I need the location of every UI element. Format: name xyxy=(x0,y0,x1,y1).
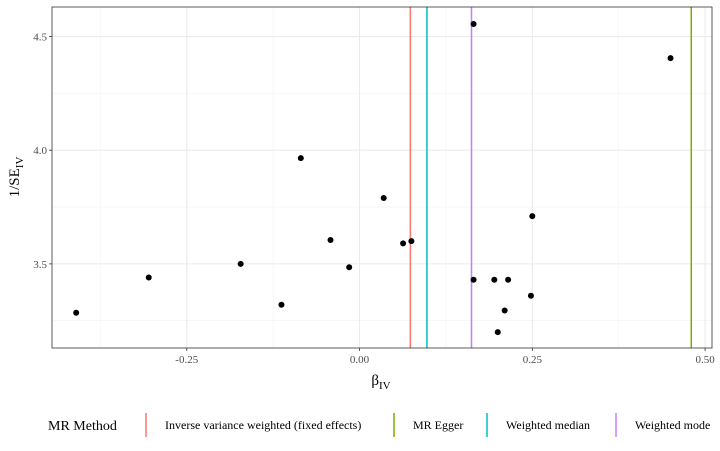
data-point xyxy=(470,21,477,28)
y-axis-title: 1/SEIV xyxy=(7,157,26,198)
x-tick-label: 0.00 xyxy=(350,354,370,366)
data-point xyxy=(400,240,407,247)
legend-label: MR Egger xyxy=(413,418,463,432)
data-point xyxy=(667,55,674,62)
legend-item: Weighted median xyxy=(486,413,590,437)
y-tick-label: 4.0 xyxy=(33,145,47,157)
panel-border xyxy=(51,6,713,349)
data-point xyxy=(501,307,508,314)
legend-label: Weighted mode xyxy=(635,418,710,432)
data-point xyxy=(380,194,387,201)
data-point xyxy=(529,213,536,220)
data-point xyxy=(470,276,477,283)
x-tick-label: 0.25 xyxy=(523,354,543,366)
data-point xyxy=(73,309,80,316)
data-point xyxy=(327,237,334,244)
legend-label: Weighted median xyxy=(506,418,590,432)
legend: MR Method Inverse variance weighted (fix… xyxy=(48,413,710,437)
data-point xyxy=(145,274,152,281)
data-point xyxy=(408,238,415,245)
legend-label: Inverse variance weighted (fixed effects… xyxy=(165,418,361,432)
gridlines xyxy=(52,7,712,348)
x-tick-label: -0.25 xyxy=(175,354,198,366)
y-tick-label: 4.5 xyxy=(33,32,47,44)
y-tick-label: 3.5 xyxy=(33,259,47,271)
data-point xyxy=(297,155,304,162)
data-point xyxy=(494,329,501,336)
method-lines xyxy=(409,7,693,348)
y-axis-title-main: 1/SE xyxy=(7,168,23,197)
data-point xyxy=(505,276,512,283)
data-point xyxy=(527,292,534,299)
data-points xyxy=(73,21,674,336)
y-axis-title-sub: IV xyxy=(14,157,26,169)
legend-items: Inverse variance weighted (fixed effects… xyxy=(145,413,710,437)
data-point xyxy=(278,301,285,308)
x-axis-title-sub: IV xyxy=(379,380,391,392)
axes: -0.25 0.00 0.25 0.50 3.5 4.0 4.5 xyxy=(33,32,715,366)
legend-item: Weighted mode xyxy=(615,413,710,437)
legend-title: MR Method xyxy=(48,419,117,434)
legend-item: Inverse variance weighted (fixed effects… xyxy=(145,413,361,437)
data-point xyxy=(491,276,498,283)
x-axis-title-main: β xyxy=(371,373,379,389)
x-tick-label: 0.50 xyxy=(695,354,715,366)
data-point xyxy=(346,264,353,271)
legend-item: MR Egger xyxy=(393,413,463,437)
data-point xyxy=(237,260,244,267)
x-axis-title: βIV xyxy=(371,373,390,392)
